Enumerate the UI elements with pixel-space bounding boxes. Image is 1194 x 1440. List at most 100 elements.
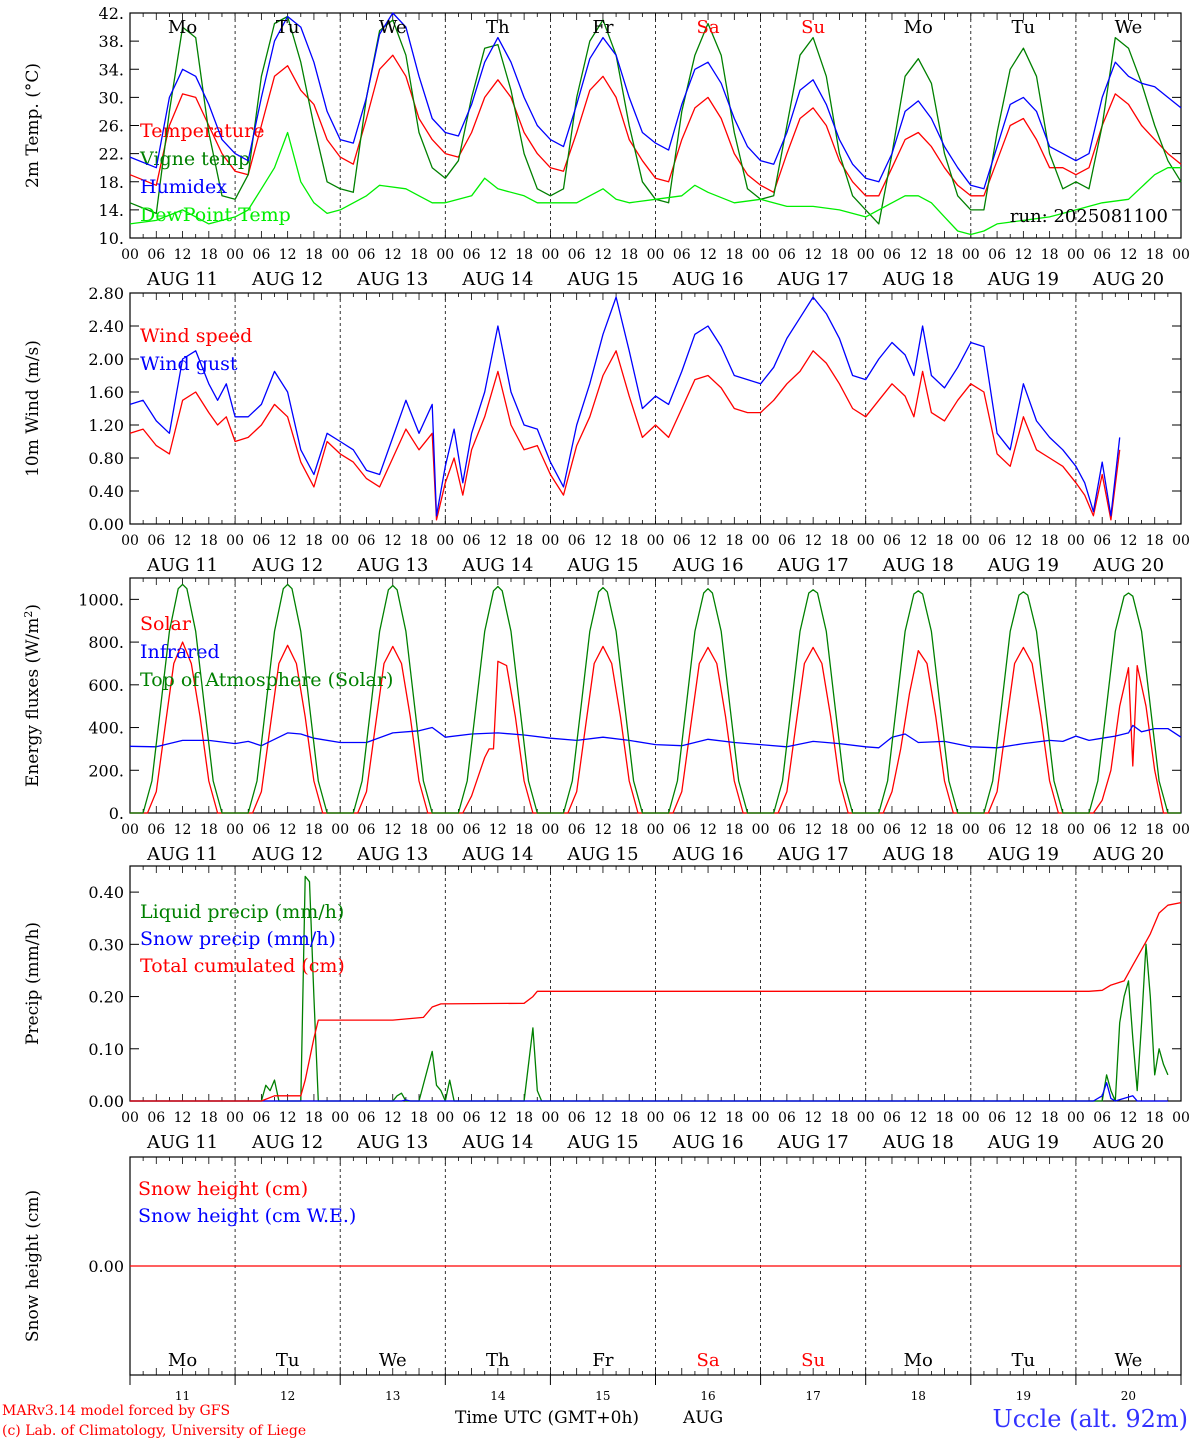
day-number: 14 — [490, 1389, 506, 1403]
hour-tick-label: 12 — [594, 822, 612, 838]
y-tick-label: 0.20 — [88, 988, 124, 1007]
hour-tick-label: 18 — [410, 533, 428, 549]
panel-3: 0. 200. 400. 600. 800. 1000. Energy fluxes (W/… — [22, 577, 1190, 865]
hour-tick-label: 00 — [1172, 822, 1190, 838]
day-label: AUG 17 — [777, 1132, 849, 1153]
hour-tick-label: 00 — [962, 247, 980, 263]
hour-tick-label: 18 — [1041, 1110, 1059, 1126]
hour-tick-label: 00 — [541, 533, 559, 549]
hour-tick-label: 12 — [174, 247, 192, 263]
hour-tick-label: 06 — [147, 1110, 165, 1126]
day-label: AUG 18 — [882, 555, 954, 576]
station-label: Uccle (alt. 92m) — [992, 1405, 1188, 1433]
y-tick-label: 1.60 — [88, 383, 124, 402]
day-number: 18 — [911, 1389, 926, 1403]
y-tick-label: 34. — [99, 60, 124, 79]
hour-tick-label: 18 — [200, 822, 218, 838]
y-axis-label: 10m Wind (m/s) — [23, 340, 43, 477]
hour-tick-label: 18 — [410, 822, 428, 838]
hour-tick-label: 12 — [594, 1110, 612, 1126]
hour-tick-label: 18 — [620, 1110, 638, 1126]
hour-tick-label: 00 — [752, 247, 770, 263]
day-label: AUG 13 — [356, 1132, 428, 1153]
y-tick-label: 18. — [99, 173, 124, 192]
y-tick-label: 26. — [99, 117, 124, 136]
hour-tick-label: 18 — [1041, 247, 1059, 263]
hour-tick-label: 18 — [620, 533, 638, 549]
hour-tick-label: 06 — [988, 1110, 1006, 1126]
day-label: AUG 16 — [671, 555, 743, 576]
weekday-label: Tu — [1012, 17, 1036, 38]
y-tick-label: 0.10 — [88, 1040, 124, 1059]
hour-tick-label: 00 — [962, 533, 980, 549]
hour-tick-label: 18 — [410, 1110, 428, 1126]
series-line-total-cumulated-cm- — [130, 901, 1182, 1102]
hour-tick-label: 00 — [331, 247, 349, 263]
day-label: AUG 18 — [882, 269, 954, 290]
y-tick-label: 2.80 — [88, 284, 124, 303]
month-label: AUG — [682, 1408, 723, 1428]
y-tick-label: 2.40 — [88, 317, 124, 336]
hour-tick-label: 12 — [489, 247, 507, 263]
weekday-label: Mo — [904, 1350, 933, 1371]
y-tick-label: 1.20 — [88, 416, 124, 435]
day-label: AUG 20 — [1092, 555, 1164, 576]
y-tick-label: 0.00 — [88, 1092, 124, 1111]
day-number: 11 — [175, 1389, 190, 1403]
hour-tick-label: 00 — [226, 247, 244, 263]
series-line-liquid-precip-mm-h- — [130, 875, 1169, 1102]
legend-entry: Humidex — [140, 176, 227, 198]
legend-entry: Snow precip (mm/h) — [140, 928, 336, 950]
hour-tick-label: 00 — [647, 1110, 665, 1126]
hour-tick-label: 00 — [436, 1110, 454, 1126]
hour-tick-label: 06 — [147, 247, 165, 263]
y-tick-label: 38. — [99, 32, 124, 51]
hour-tick-label: 12 — [909, 822, 927, 838]
hour-tick-label: 12 — [174, 533, 192, 549]
hour-tick-label: 12 — [804, 533, 822, 549]
y-tick-label: 0.00 — [88, 1257, 124, 1276]
hour-tick-label: 12 — [489, 822, 507, 838]
weekday-label: Fr — [592, 17, 613, 38]
day-label: AUG 12 — [251, 844, 323, 865]
hour-tick-label: 00 — [226, 533, 244, 549]
hour-tick-label: 12 — [594, 247, 612, 263]
hour-tick-label: 12 — [909, 533, 927, 549]
day-label: AUG 15 — [566, 1132, 638, 1153]
day-number: 16 — [700, 1389, 715, 1403]
hour-tick-label: 12 — [804, 1110, 822, 1126]
hour-tick-label: 06 — [358, 247, 376, 263]
weekday-label: Su — [801, 17, 825, 38]
day-label: AUG 11 — [146, 555, 218, 576]
hour-tick-label: 18 — [831, 247, 849, 263]
hour-tick-label: 18 — [831, 822, 849, 838]
hour-tick-label: 12 — [384, 247, 402, 263]
weekday-label: Tu — [276, 1350, 300, 1371]
legend-entry: Temperature — [140, 120, 264, 142]
day-label: AUG 19 — [987, 269, 1059, 290]
hour-tick-label: 00 — [752, 1110, 770, 1126]
hour-tick-label: 18 — [831, 533, 849, 549]
legend-entry: Liquid precip (mm/h) — [140, 901, 344, 923]
hour-tick-label: 12 — [1014, 822, 1032, 838]
hour-tick-label: 00 — [857, 533, 875, 549]
y-tick-label: 42. — [99, 4, 124, 23]
hour-tick-label: 06 — [988, 247, 1006, 263]
hour-tick-label: 00 — [1067, 533, 1085, 549]
weekday-label: We — [1115, 17, 1143, 38]
hour-tick-label: 18 — [200, 247, 218, 263]
hour-tick-label: 00 — [1172, 247, 1190, 263]
day-label: AUG 19 — [987, 555, 1059, 576]
hour-tick-label: 06 — [1093, 822, 1111, 838]
weekday-label: Su — [801, 1350, 825, 1371]
y-axis-label: Energy fluxes (W/m2) — [22, 604, 44, 787]
hour-tick-label: 12 — [174, 822, 192, 838]
hour-tick-label: 00 — [647, 247, 665, 263]
series-line-humidex — [129, 12, 1182, 190]
hour-tick-label: 00 — [226, 1110, 244, 1126]
hour-tick-label: 00 — [331, 533, 349, 549]
hour-tick-label: 06 — [568, 247, 586, 263]
hour-tick-label: 06 — [673, 247, 691, 263]
hour-tick-label: 00 — [1172, 1110, 1190, 1126]
